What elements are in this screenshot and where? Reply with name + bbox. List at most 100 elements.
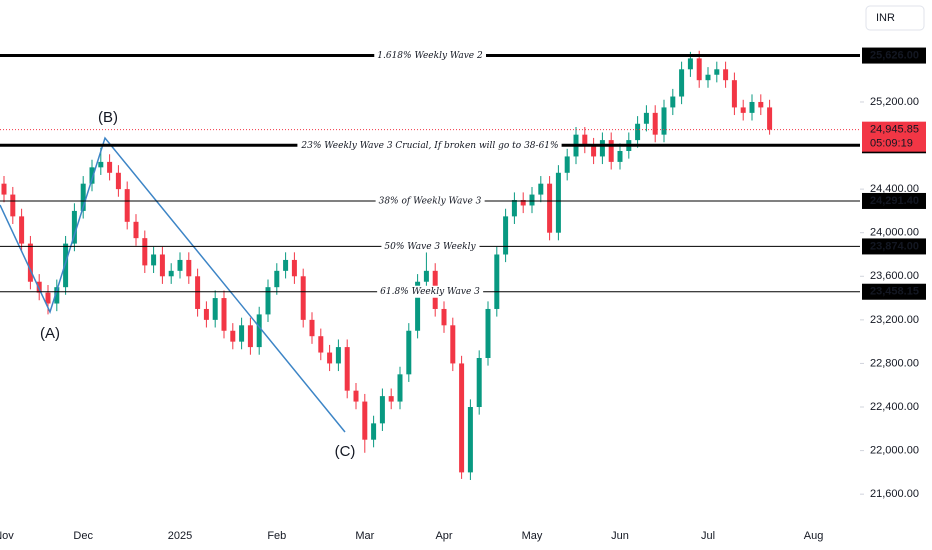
- candle-body: [379, 396, 385, 424]
- candle-body: [1, 183, 7, 195]
- candle-body: [274, 270, 280, 288]
- candle-body: [186, 259, 192, 277]
- y-tick-label: 21,600.00: [870, 488, 919, 500]
- x-tick-label: Aug: [804, 530, 824, 542]
- candle-body: [758, 101, 764, 108]
- candle-body: [362, 401, 368, 440]
- level-text: 23% Weekly Wave 3 Crucial, If broken wil…: [300, 141, 558, 151]
- y-tick-label: 22,800.00: [870, 357, 919, 369]
- candle-body: [283, 259, 289, 271]
- candle-body: [714, 69, 720, 75]
- level-text-bg: [381, 240, 480, 253]
- x-tick-label: 2025: [168, 530, 192, 542]
- wave-label: (C): [335, 443, 356, 460]
- price-tag: [862, 192, 926, 209]
- candle-body: [494, 254, 500, 309]
- x-tick-label: Dec: [73, 530, 93, 542]
- candle-body: [547, 183, 553, 233]
- x-tick-label: Mar: [355, 530, 374, 542]
- candle-body: [388, 396, 394, 402]
- x-tick-label: Jul: [701, 530, 715, 542]
- candle-body: [415, 281, 421, 331]
- price-tag-label: 23,874.00: [870, 240, 919, 252]
- candle-body: [318, 336, 324, 353]
- candle-body: [80, 183, 86, 211]
- y-tick-label: 22,000.00: [870, 444, 919, 456]
- candle-body: [643, 112, 649, 124]
- candle-body: [353, 390, 359, 402]
- candle-body: [599, 140, 605, 157]
- candle-body: [485, 308, 491, 358]
- candle-body: [371, 423, 377, 440]
- candle-body: [511, 200, 517, 217]
- candle-body: [159, 254, 165, 277]
- x-tick-label: Jun: [611, 530, 629, 542]
- level-text-bg: [374, 49, 486, 62]
- last-price-label: 24,945.85: [870, 124, 919, 136]
- x-tick-label: Nov: [0, 530, 14, 542]
- candle-body: [555, 172, 561, 233]
- level-text-bg: [297, 139, 562, 152]
- candle-body: [661, 107, 667, 135]
- candle-body: [265, 287, 271, 315]
- price-tag: [862, 47, 926, 64]
- candle-body: [423, 270, 429, 282]
- candle-body: [203, 308, 209, 320]
- candle-body: [670, 96, 676, 108]
- level-text: 38% of Weekly Wave 3: [379, 196, 482, 206]
- candle-body: [441, 308, 447, 326]
- candle-body: [309, 319, 315, 337]
- candle-body: [538, 183, 544, 195]
- x-tick-label: Feb: [267, 530, 286, 542]
- candle-body: [10, 194, 16, 217]
- candle-body: [617, 150, 623, 162]
- y-tick-label: 24,400.00: [870, 183, 919, 195]
- candle-body: [168, 270, 174, 277]
- candle-body: [300, 276, 306, 320]
- candle-body: [459, 363, 465, 473]
- candle-body: [115, 172, 121, 190]
- candle-body: [450, 325, 456, 364]
- currency-box[interactable]: [865, 5, 925, 31]
- candle-body: [63, 243, 69, 288]
- candle-body: [344, 347, 350, 391]
- candle-body: [327, 352, 333, 364]
- candle-body: [45, 292, 51, 304]
- candle-body: [107, 161, 113, 173]
- candle-body: [723, 69, 729, 81]
- candle-body: [406, 330, 412, 375]
- countdown: 05:09:19: [870, 138, 913, 150]
- level-text: 61.8% Weekly Wave 3: [380, 287, 480, 297]
- wave-label: (A): [40, 325, 60, 342]
- candle-body: [749, 101, 755, 113]
- price-tag: [862, 238, 926, 255]
- candle-body: [476, 357, 482, 408]
- candle-body: [221, 298, 227, 331]
- candle-body: [230, 330, 236, 342]
- candle-body: [27, 243, 33, 282]
- candle-body: [89, 167, 95, 184]
- last-price-tag: [862, 121, 926, 152]
- candle-body: [608, 140, 614, 162]
- candle-body: [195, 276, 201, 309]
- candle-body: [71, 210, 77, 244]
- candle-body: [177, 259, 183, 271]
- level-text: 50% Wave 3 Weekly: [384, 242, 476, 252]
- currency[interactable]: INR: [876, 12, 895, 24]
- candle-body: [731, 80, 737, 108]
- candle-body: [397, 374, 403, 402]
- candle-body: [503, 216, 509, 255]
- x-tick-label: Apr: [435, 530, 452, 542]
- price-tag: [862, 283, 926, 300]
- candle-body: [520, 200, 526, 206]
- candle-body: [467, 407, 473, 473]
- candle-body: [335, 347, 341, 364]
- candle-body: [767, 107, 773, 130]
- candle-body: [19, 216, 25, 244]
- candle-body: [151, 254, 157, 266]
- candle-body: [98, 161, 104, 168]
- y-tick-label: 25,200.00: [870, 96, 919, 108]
- candle-body: [212, 298, 218, 320]
- candle-body: [740, 107, 746, 113]
